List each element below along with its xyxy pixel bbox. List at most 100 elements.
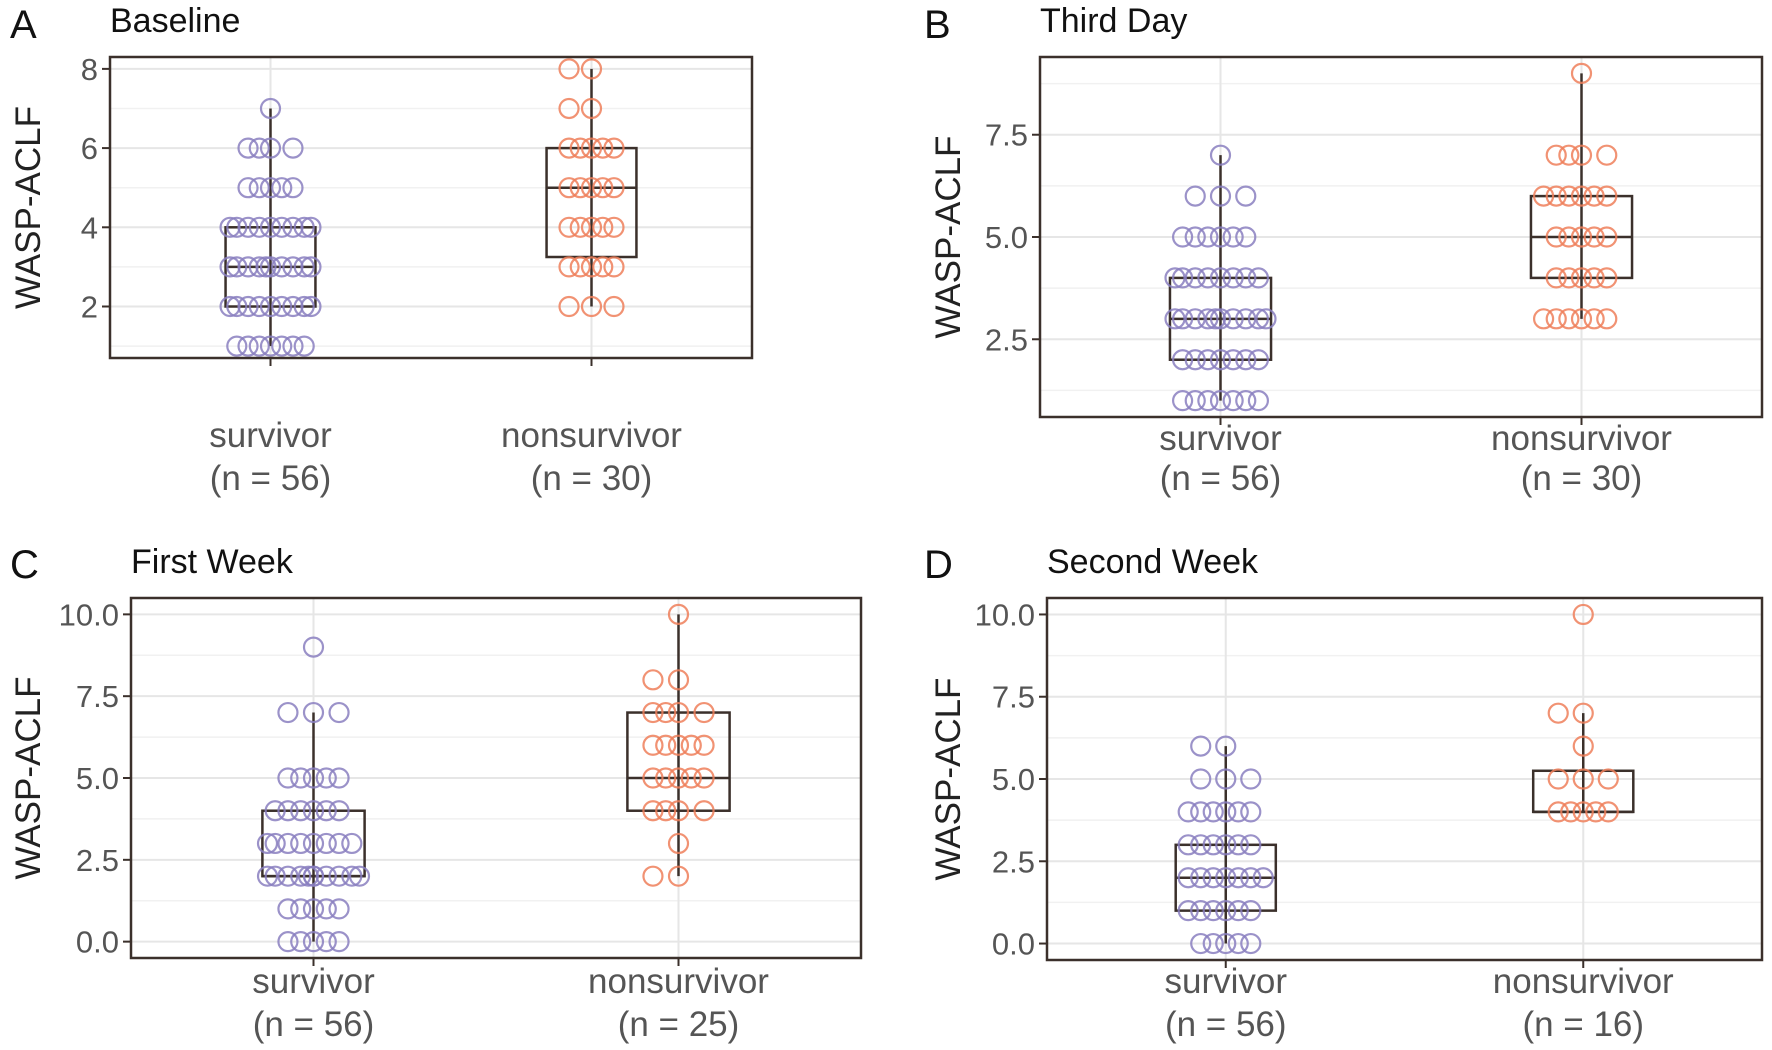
data-point <box>1177 834 1199 856</box>
data-point <box>341 832 363 855</box>
data-point <box>1190 768 1212 790</box>
data-point <box>1558 308 1580 330</box>
data-point <box>259 295 282 318</box>
panel-title: First Week <box>131 543 294 581</box>
data-point <box>290 767 312 789</box>
data-point <box>1222 349 1244 371</box>
data-point <box>1240 932 1262 955</box>
data-point <box>603 295 625 318</box>
y-tick-label: 5.0 <box>992 762 1035 797</box>
data-point <box>693 800 715 822</box>
panel-title: Baseline <box>110 2 240 40</box>
data-point <box>1545 226 1567 248</box>
panel-d: D Second Week 0.0 2.5 5.0 7.5 10.0 WASP-ACLF sur… <box>924 543 1764 1044</box>
data-point <box>226 256 248 278</box>
x-tick-label: survivor <box>252 962 375 1001</box>
group-survivor <box>219 97 322 357</box>
data-point <box>580 177 603 199</box>
data-point <box>558 256 580 278</box>
data-point <box>1247 390 1270 412</box>
y-tick-label: 4 <box>81 210 98 245</box>
data-point <box>293 256 315 278</box>
data-point <box>667 832 690 855</box>
data-point <box>667 865 690 887</box>
data-point <box>580 256 603 278</box>
data-point <box>348 865 371 887</box>
data-point <box>219 216 241 238</box>
y-tick-label: 8 <box>81 52 98 87</box>
data-point <box>642 865 664 887</box>
data-point <box>328 767 350 789</box>
data-point <box>655 767 677 789</box>
data-point <box>1572 603 1594 626</box>
data-point <box>1558 267 1580 289</box>
data-point <box>315 898 337 920</box>
data-point <box>667 701 690 724</box>
data-point <box>290 800 312 822</box>
data-point <box>277 898 299 920</box>
data-point <box>1184 349 1206 371</box>
data-point <box>558 295 580 318</box>
data-point <box>1190 932 1212 955</box>
data-point <box>1171 390 1194 412</box>
y-tick-label: 7.5 <box>992 680 1035 715</box>
data-point <box>592 177 614 199</box>
data-point <box>282 335 304 357</box>
data-point <box>1215 735 1237 757</box>
data-point <box>667 603 690 625</box>
data-point <box>1235 185 1257 207</box>
data-point <box>1235 226 1257 248</box>
data-point <box>1215 900 1237 922</box>
panel-letter: A <box>10 3 37 47</box>
data-point <box>1215 834 1237 856</box>
data-point <box>237 335 259 357</box>
data-point <box>302 865 325 887</box>
data-point <box>1227 834 1249 856</box>
data-point <box>655 701 677 724</box>
data-point <box>1222 390 1244 412</box>
data-point <box>1596 308 1618 330</box>
data-point <box>680 734 702 756</box>
data-point <box>328 898 350 920</box>
data-point <box>300 216 322 238</box>
data-point <box>300 256 322 278</box>
data-point <box>290 898 312 920</box>
plot-frame <box>1038 55 1764 419</box>
data-point <box>1222 308 1244 330</box>
data-point <box>1190 801 1212 823</box>
panel-letter: D <box>924 543 953 587</box>
data-point <box>315 767 337 789</box>
data-point <box>328 865 350 887</box>
y-tick-label: 10.0 <box>59 597 119 632</box>
data-point <box>1164 267 1186 289</box>
data-point <box>580 295 603 318</box>
data-point <box>1547 768 1569 790</box>
data-point <box>277 701 299 724</box>
y-tick-label: 2.5 <box>76 843 119 878</box>
data-point <box>271 177 293 199</box>
data-point <box>667 669 690 691</box>
data-point <box>1204 308 1227 330</box>
data-point <box>1209 226 1232 248</box>
group-survivor <box>1164 144 1277 412</box>
data-point <box>1209 349 1232 371</box>
data-point <box>1547 801 1569 823</box>
group-nonsurvivor <box>545 58 638 318</box>
data-point <box>290 832 312 855</box>
data-point <box>1240 900 1262 922</box>
data-point <box>277 832 299 855</box>
data-point <box>219 256 241 278</box>
data-point <box>1209 267 1232 289</box>
group-nonsurvivor <box>1531 603 1635 823</box>
plot-frame <box>1045 596 1764 962</box>
data-point <box>248 177 270 199</box>
data-point <box>1247 267 1270 289</box>
data-point <box>1197 267 1219 289</box>
data-point <box>293 335 315 357</box>
data-point <box>290 865 312 887</box>
data-point <box>302 832 325 855</box>
x-tick-label: nonsurvivor <box>588 962 769 1001</box>
data-point <box>302 931 325 953</box>
data-point <box>282 177 304 199</box>
data-point <box>1583 226 1605 248</box>
